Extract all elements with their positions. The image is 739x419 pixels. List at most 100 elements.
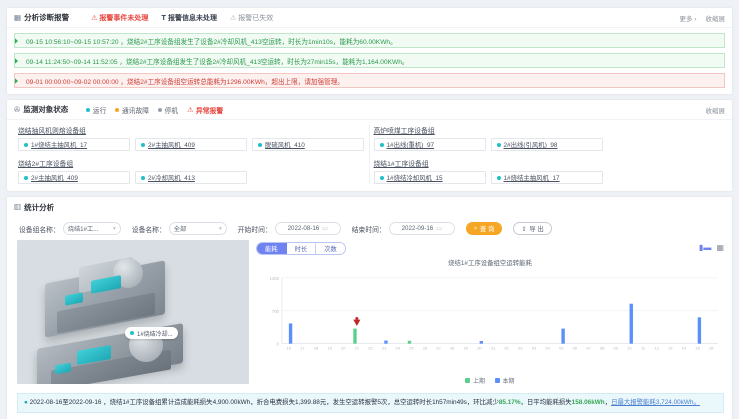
summary-text: ● 2022-08-16至2022-09-16 ，烧结1#工序设备组累计造成能耗…: [17, 393, 724, 413]
bar-chart-icon[interactable]: ▮▬: [699, 243, 712, 252]
legend-series-current[interactable]: 本期: [495, 376, 515, 385]
device-group-name[interactable]: 高炉喷煤工序设备组: [373, 128, 435, 135]
equipment-3d-viewer[interactable]: 1#烧结冷却... 1#烧结主抽...: [17, 240, 249, 385]
table-grid-icon[interactable]: ▦: [716, 243, 724, 252]
device-item[interactable]: 2#主抽风机_409: [135, 138, 247, 151]
device-item[interactable]: 2#主抽风机_409: [18, 171, 130, 184]
chart-title: 烧结1#工序设备组空运转能耗: [448, 260, 532, 267]
collapse-toggle[interactable]: 收缩展: [705, 107, 726, 115]
device-item[interactable]: 1#烧结主抽风机_17: [18, 138, 130, 151]
chart-container: 能耗 时长 次数 ▮▬ ▦ 烧结1#工序设备组空运转能耗 0 700 1400 16 1…: [256, 240, 724, 385]
device-group: 烧结1#工序设备组 1#烧结冷却风机_15 1#烧结主抽风机_17: [373, 158, 722, 184]
legend-series-label: 上期: [472, 379, 485, 386]
tab-unhandled-alarm-events[interactable]: ⚠ 报警事件未处理: [91, 13, 148, 23]
svg-text:08: 08: [600, 346, 605, 351]
svg-text:23: 23: [382, 346, 387, 351]
select-value: 全部: [173, 226, 187, 233]
summary-value-cost: 1,399.88元: [294, 399, 327, 407]
device-item[interactable]: 脱硫风机_410: [252, 138, 364, 151]
chart-svg: 0 700 1400 16 17 18 19 20 21 22 23 24 25 26 27 28 29 30 31…: [270, 276, 718, 351]
svg-text:17: 17: [300, 346, 304, 351]
status-dot-running-icon: [141, 142, 145, 147]
summary-mid3: ，总空运转时长: [387, 399, 433, 407]
alarm-diagnosis-panel: ▦ 分析诊断报警 ⚠ 报警事件未处理 T 报警信息未处理 ⚠ 报警已失效 更多 …: [7, 8, 732, 94]
svg-text:27: 27: [436, 346, 440, 351]
more-link[interactable]: 更多 ›: [679, 15, 697, 23]
monitor-status-panel: ✇ 监测对象状态 运行 通讯故障 停机 ⚠ 异常报警: [7, 100, 732, 191]
device-tag-cooling-fan[interactable]: 1#烧结冷却...: [125, 327, 178, 339]
t-icon: T: [161, 13, 166, 22]
device-group-select[interactable]: 烧结1#工... ▾: [62, 222, 121, 235]
summary-value-duration: 1h57min49s: [432, 399, 467, 407]
device-item[interactable]: 2#冷却风机_413: [135, 171, 247, 184]
chart-legend: 上期 本期: [256, 376, 724, 385]
device-item[interactable]: 1#烧结冷却风机_15: [373, 171, 486, 184]
warning-triangle-icon: ⚠: [187, 106, 194, 114]
date-value: 2022-09-16: [401, 225, 434, 232]
summary-max-alarm-link[interactable]: 日最大报警能耗3,724.00kWh。: [611, 399, 700, 407]
legend-series-previous[interactable]: 上期: [465, 376, 485, 385]
status-dot-fault-icon: [115, 107, 120, 112]
collapse-toggle[interactable]: 收缩展: [705, 15, 726, 23]
chart-view-tools: ▮▬ ▦: [699, 244, 724, 252]
device-label: 脱硫风机_410: [265, 142, 305, 149]
legend-swatch-icon: [465, 378, 471, 384]
stats-content: 1#烧结冷却... 1#烧结主抽... 能耗 时长 次数 ▮▬: [7, 240, 732, 390]
status-dot-running-icon: [24, 142, 28, 147]
summary-value-daily-avg: 158.06kWh: [571, 399, 605, 407]
flag-marker-icon: [15, 75, 18, 87]
svg-text:11: 11: [641, 346, 646, 351]
alarm-row[interactable]: 09-14 11:24:50~09-14 11:52:05 ，烧结2#工序设备组…: [14, 53, 725, 68]
device-group: 高炉喷煤工序设备组 1#出线(重机)_97 2#出线(引风机)_98: [373, 125, 722, 151]
device-label: 1#烧结冷却风机_15: [386, 175, 443, 182]
flag-marker-icon: [15, 35, 18, 47]
device-item[interactable]: 1#烧结主抽风机_17: [490, 171, 603, 184]
svg-text:20: 20: [341, 346, 346, 351]
legend-label: 停机: [164, 107, 179, 115]
select-value: 烧结1#工...: [67, 226, 99, 233]
svg-text:29: 29: [464, 346, 469, 351]
end-date-input[interactable]: 2022-09-16 ▭: [388, 222, 455, 235]
tab-energy[interactable]: 能耗: [257, 242, 287, 254]
device-item[interactable]: 1#出线(重机)_97: [373, 138, 486, 151]
svg-text:22: 22: [368, 346, 372, 351]
tab-duration[interactable]: 时长: [286, 242, 317, 254]
status-dot-running-icon: [130, 331, 134, 335]
summary-mid4: ，环比减少: [466, 399, 499, 407]
tab-unhandled-alarm-info[interactable]: T 报警信息未处理: [161, 13, 217, 23]
alarm-tab-list: ⚠ 报警事件未处理 T 报警信息未处理 ⚠ 报警已失效: [91, 13, 273, 23]
filter-label: 设备名称：: [131, 226, 166, 234]
svg-text:28: 28: [450, 346, 455, 351]
filter-device-name: 设备名称： 全部 ▾: [132, 222, 227, 235]
monitor-panel-title-group: ✇ 监测对象状态: [14, 104, 68, 115]
device-group-name[interactable]: 烧结抽风机则熔设备组: [18, 128, 86, 135]
legend-item-comm-fault: 通讯故障: [115, 105, 149, 115]
tab-label: 报警信息未处理: [167, 14, 217, 22]
alarm-panel-header-actions: 更多 › 收缩展: [680, 13, 725, 23]
status-dot-stopped-icon: [158, 107, 163, 112]
stats-panel-title-group: ▥ 统计分析: [14, 202, 54, 213]
export-button[interactable]: ⇪ 导 出: [513, 222, 552, 235]
tab-expired-alarms[interactable]: ⚠ 报警已失效: [230, 13, 273, 23]
device-label: 2#主抽风机_409: [31, 175, 78, 182]
summary-mid1: ，折合电费损失: [250, 399, 295, 407]
device-group-name[interactable]: 烧结1#工序设备组: [373, 161, 429, 168]
alarm-row[interactable]: 09-01 00:00:00~09-02 00:00:00 ，烧结2#工序设备组…: [14, 73, 725, 88]
svg-text:03: 03: [532, 346, 537, 351]
device-name-select[interactable]: 全部 ▾: [168, 222, 227, 235]
device-item[interactable]: 2#出线(引风机)_98: [490, 138, 603, 151]
svg-text:02: 02: [518, 346, 522, 351]
query-button[interactable]: ⌕ 查 询: [465, 222, 503, 235]
summary-value-ratio: 85.17%: [498, 399, 521, 407]
device-label: 2#冷却风机_413: [148, 175, 195, 182]
alarm-row[interactable]: 09-15 10:56:10~09-15 10:57:20 ，烧结2#工序设备组…: [14, 33, 725, 48]
tab-count[interactable]: 次数: [316, 242, 345, 254]
summary-mid2: ，发生空运转报警: [326, 399, 378, 407]
monitor-icon: ✇: [14, 104, 21, 114]
svg-text:16: 16: [709, 346, 714, 351]
svg-text:01: 01: [505, 346, 510, 351]
svg-text:1400: 1400: [270, 276, 280, 281]
start-date-input[interactable]: 2022-08-16 ▭: [274, 222, 341, 235]
device-group-name[interactable]: 烧结2#工序设备组: [18, 161, 74, 168]
